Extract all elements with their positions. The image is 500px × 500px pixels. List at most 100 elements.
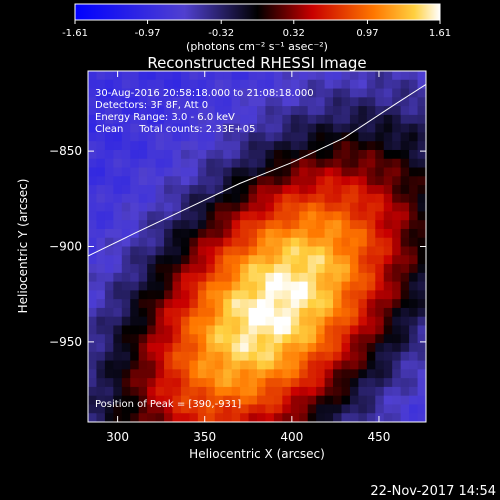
heatmap-cell [375,88,385,98]
heatmap-cell [164,290,174,300]
heatmap-cell [206,114,216,125]
heatmap-cell [333,185,343,195]
heatmap-cell [409,202,419,213]
heatmap-cell [172,149,182,160]
heatmap-cell [282,123,292,134]
heatmap-cell [273,141,283,151]
heatmap-cell [96,395,106,406]
heatmap-cell [147,106,157,116]
heatmap-cell [214,79,224,90]
heatmap-cell [282,176,292,186]
heatmap-cell [96,202,106,213]
heatmap-cell [316,264,326,274]
heatmap-cell [96,360,106,370]
heatmap-cell [197,228,207,239]
heatmap-cell [400,220,410,230]
heatmap-cell [223,334,233,344]
heatmap-cell [341,71,351,81]
heatmap-cell [197,88,207,98]
heatmap-cell [366,395,376,406]
heatmap-cell [180,395,190,406]
heatmap-cell [299,290,309,300]
heatmap-cell [248,228,258,239]
heatmap-cell [88,193,98,204]
heatmap-cell [248,404,258,414]
heatmap-cell [358,79,368,90]
heatmap-cell [180,316,190,327]
heatmap-cell [214,88,224,98]
heatmap-cell [316,88,326,98]
heatmap-cell [282,281,292,291]
heatmap-cell [231,97,241,107]
heatmap-cell [223,281,233,291]
heatmap-cell [316,316,326,327]
heatmap-cell [96,386,106,397]
heatmap-cell [88,237,98,248]
heatmap-cell [180,97,190,107]
heatmap-cell [273,264,283,274]
annotation-detectors: Detectors: 3F 8F, Att 0 [95,100,208,111]
heatmap-cell [88,413,98,422]
heatmap-cell [155,404,165,414]
heatmap-cell [197,79,207,90]
heatmap-cell [273,114,283,125]
heatmap-cell [349,71,359,81]
heatmap-cell [96,158,106,169]
heatmap-cell [248,307,258,318]
heatmap-cell [290,185,300,195]
heatmap-cell [282,413,292,422]
heatmap-cell [383,299,393,309]
heatmap-cell [240,71,250,81]
heatmap-cell [417,378,426,388]
heatmap-cell [316,193,326,204]
heatmap-cell [400,316,410,327]
heatmap-cell [417,141,426,151]
heatmap-cell [392,413,402,422]
heatmap-cell [341,378,351,388]
heatmap-cell [206,246,216,256]
colorbar-tick-label: 0.32 [283,28,305,39]
heatmap-cell [214,114,224,125]
heatmap-cell [341,167,351,177]
heatmap-cell [172,123,182,134]
heatmap-cell [138,167,148,177]
heatmap-cell [290,264,300,274]
heatmap-cell [290,386,300,397]
heatmap-cell [88,325,98,335]
heatmap-cell [265,378,275,388]
heatmap-cell [138,272,148,283]
heatmap-cell [273,79,283,90]
heatmap-cell [358,211,368,221]
heatmap-cell [358,404,368,414]
heatmap-cell [299,307,309,318]
heatmap-cell [273,351,283,362]
heatmap-cell [417,246,426,256]
heatmap-cell [375,71,385,81]
heatmap-cell [299,97,309,107]
heatmap-cell [147,228,157,239]
heatmap-cell [180,351,190,362]
heatmap-cell [307,97,317,107]
heatmap-cell [155,141,165,151]
heatmap-cell [273,211,283,221]
heatmap-cell [96,106,106,116]
heatmap-cell [257,114,267,125]
heatmap-cell [299,316,309,327]
heatmap-cell [333,343,343,353]
heatmap-cell [282,220,292,230]
heatmap-cell [180,264,190,274]
heatmap-cell [307,71,317,81]
heatmap-cell [307,369,317,379]
heatmap-cell [180,369,190,379]
heatmap-cell [400,378,410,388]
heatmap-cell [223,343,233,353]
heatmap-cell [409,369,419,379]
heatmap-cell [400,193,410,204]
heatmap-cell [417,316,426,327]
heatmap-cell [88,88,98,98]
heatmap-cell [248,176,258,186]
heatmap-cell [130,255,140,265]
heatmap-cell [265,316,275,327]
heatmap-cell [273,106,283,116]
colorbar-tick-label: -0.97 [135,28,161,39]
